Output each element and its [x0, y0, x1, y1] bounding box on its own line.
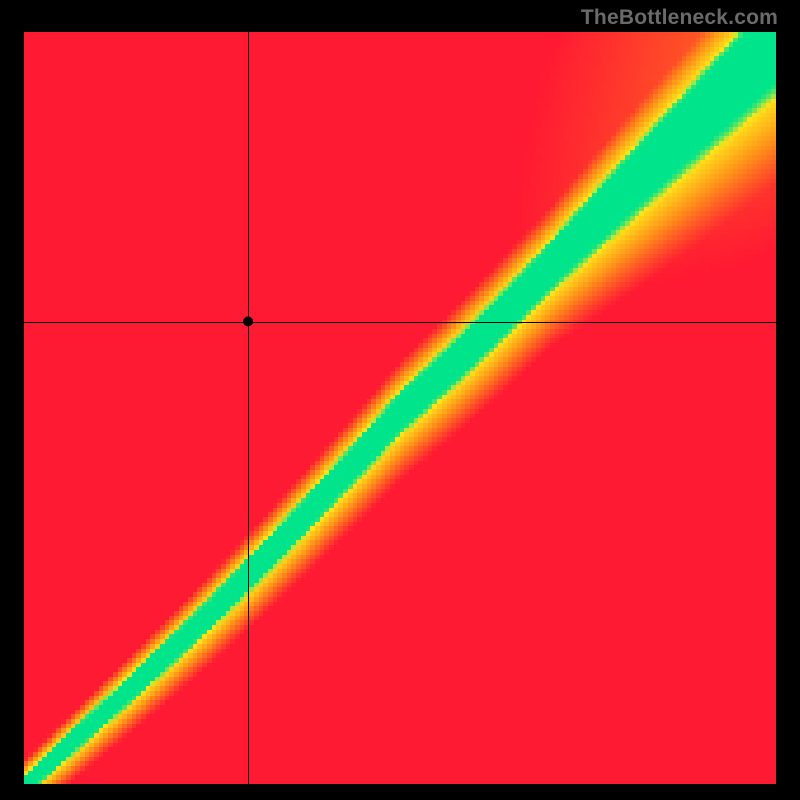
watermark-text: TheBottleneck.com	[581, 6, 778, 30]
chart-frame: TheBottleneck.com	[0, 0, 800, 800]
heatmap-canvas	[24, 32, 776, 784]
plot-area	[24, 32, 776, 784]
